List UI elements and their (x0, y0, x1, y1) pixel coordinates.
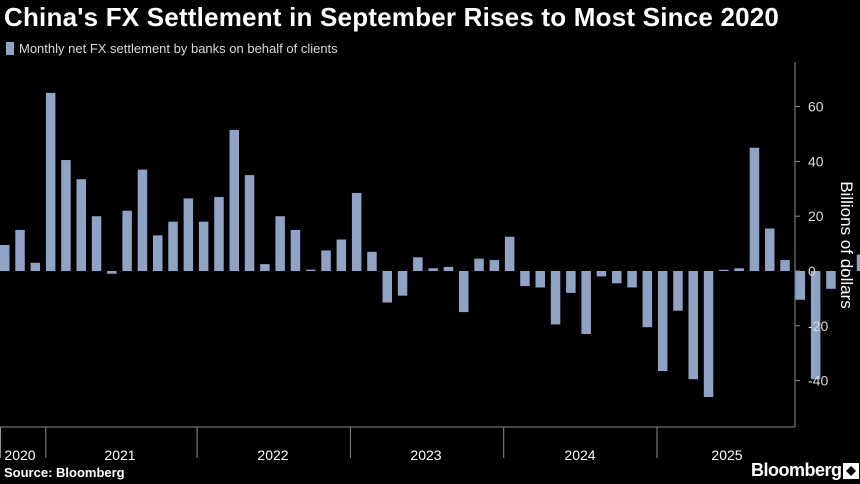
y-tick-label: -40 (808, 373, 828, 389)
bars-group (0, 92, 860, 398)
bar (719, 269, 729, 271)
y-tick-label: -20 (808, 318, 828, 334)
bar (260, 264, 270, 271)
bloomberg-logo: Bloomberg (751, 460, 842, 480)
x-tick-label: 2025 (711, 447, 742, 460)
bar (581, 271, 591, 335)
bar (91, 216, 102, 271)
bar (45, 92, 56, 272)
bar (275, 216, 285, 271)
x-ticks-group: 2020 2021 2022 2023 2024 2025 (4, 447, 742, 460)
bar (76, 179, 86, 271)
bar (749, 147, 760, 271)
bar (428, 268, 438, 271)
bar (214, 197, 224, 271)
bar (566, 271, 576, 293)
bar (15, 229, 25, 271)
legend: Monthly net FX settlement by banks on be… (6, 41, 338, 56)
legend-swatch (6, 42, 14, 55)
bar (657, 271, 668, 372)
bar (198, 221, 209, 271)
source-note: Source: Bloomberg (4, 465, 125, 480)
bar (535, 271, 545, 288)
bar (397, 271, 408, 296)
bar (30, 262, 41, 271)
bar (443, 266, 454, 271)
chart-title: China's FX Settlement in September Rises… (4, 2, 780, 32)
bar (765, 228, 775, 271)
bar (367, 251, 377, 271)
bar (321, 250, 331, 271)
bar (413, 257, 423, 271)
bar (504, 236, 515, 271)
bar (474, 258, 484, 271)
bloomberg-mark-icon (843, 463, 859, 479)
axes-group (0, 62, 800, 458)
bar (168, 221, 178, 271)
bar (841, 269, 851, 271)
bar (550, 271, 561, 325)
x-tick-label: 2023 (410, 447, 441, 460)
x-tick-label: 2020 (4, 447, 35, 460)
bar (795, 271, 806, 300)
bar-chart: 60 40 20 0 -20 -40 2020 2021 2022 2023 2024 2025 B… (0, 62, 860, 460)
y-tick-label: 40 (808, 153, 824, 169)
bar (642, 271, 653, 328)
bar (673, 271, 683, 311)
bar (229, 129, 239, 271)
bar (596, 271, 607, 277)
bar (382, 271, 392, 303)
bar (61, 160, 71, 271)
bar (703, 271, 714, 398)
bar (306, 269, 316, 271)
x-tick-label: 2021 (104, 447, 135, 460)
bar (122, 210, 132, 271)
bar (137, 169, 148, 271)
bar (183, 198, 194, 271)
legend-label: Monthly net FX settlement by banks on be… (19, 41, 338, 56)
bar (351, 192, 362, 271)
bar (780, 260, 790, 271)
bar (336, 239, 347, 271)
bar (627, 271, 637, 288)
bar (734, 268, 744, 271)
bar (0, 244, 10, 271)
bar (244, 175, 255, 271)
bar (489, 260, 500, 271)
bar (826, 271, 836, 289)
y-ticks-group: 60 40 20 0 -20 -40 (808, 99, 828, 389)
bar (107, 271, 117, 274)
y-tick-label: 20 (808, 208, 824, 224)
bar (688, 271, 698, 380)
x-tick-label: 2022 (257, 447, 288, 460)
y-tick-label: 0 (808, 263, 816, 279)
bar (459, 271, 469, 313)
y-axis-label: Billions of dollars (837, 181, 856, 309)
x-tick-label: 2024 (564, 447, 595, 460)
bar (856, 254, 860, 271)
bar (810, 271, 821, 380)
bar (612, 271, 622, 284)
bar (520, 271, 530, 287)
bar (153, 235, 163, 271)
bar (290, 229, 301, 271)
y-tick-label: 60 (808, 99, 824, 115)
